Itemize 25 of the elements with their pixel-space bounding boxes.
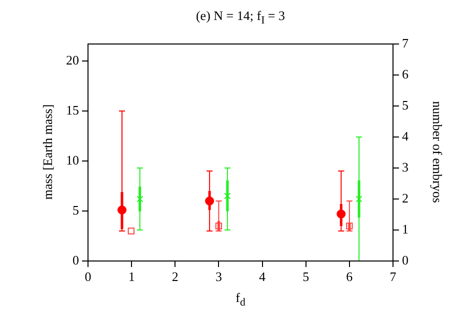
x-tick-label: 3: [215, 269, 222, 284]
y2-tick-label: 1: [402, 221, 408, 236]
x-tick-label: 7: [390, 269, 397, 284]
y-tick-label: 15: [66, 102, 79, 118]
y2-tick-label: 0: [402, 252, 408, 268]
x-tick-label: 2: [172, 269, 178, 284]
y2-tick-label: 3: [402, 159, 408, 174]
y2-tick-label: 4: [402, 128, 409, 144]
y-tick-label: 10: [66, 152, 79, 168]
x-tick-label: 1: [128, 269, 135, 284]
y-tick-label: 5: [72, 202, 79, 218]
x-tick-label: 4: [259, 269, 266, 284]
x-tick-label: 5: [302, 269, 310, 284]
y-axis-title: mass [Earth mass]: [40, 104, 56, 200]
x-axis-title: f$_{d}$: [234, 290, 246, 309]
y2-tick-label: 6: [402, 66, 409, 82]
y-tick-label: 0: [72, 252, 79, 268]
x-tick-label: 0: [84, 269, 92, 284]
chart-title: (e) N = 14; f$_{I}$ = 3: [194, 8, 286, 27]
y2-axis-title: number of embryos: [429, 101, 445, 203]
y2-tick-label: 2: [402, 190, 408, 206]
x-tick-label: 6: [346, 269, 354, 284]
y2-tick-label: 7: [402, 35, 409, 50]
y-tick-label: 20: [66, 52, 79, 68]
y2-tick-label: 5: [402, 97, 408, 112]
